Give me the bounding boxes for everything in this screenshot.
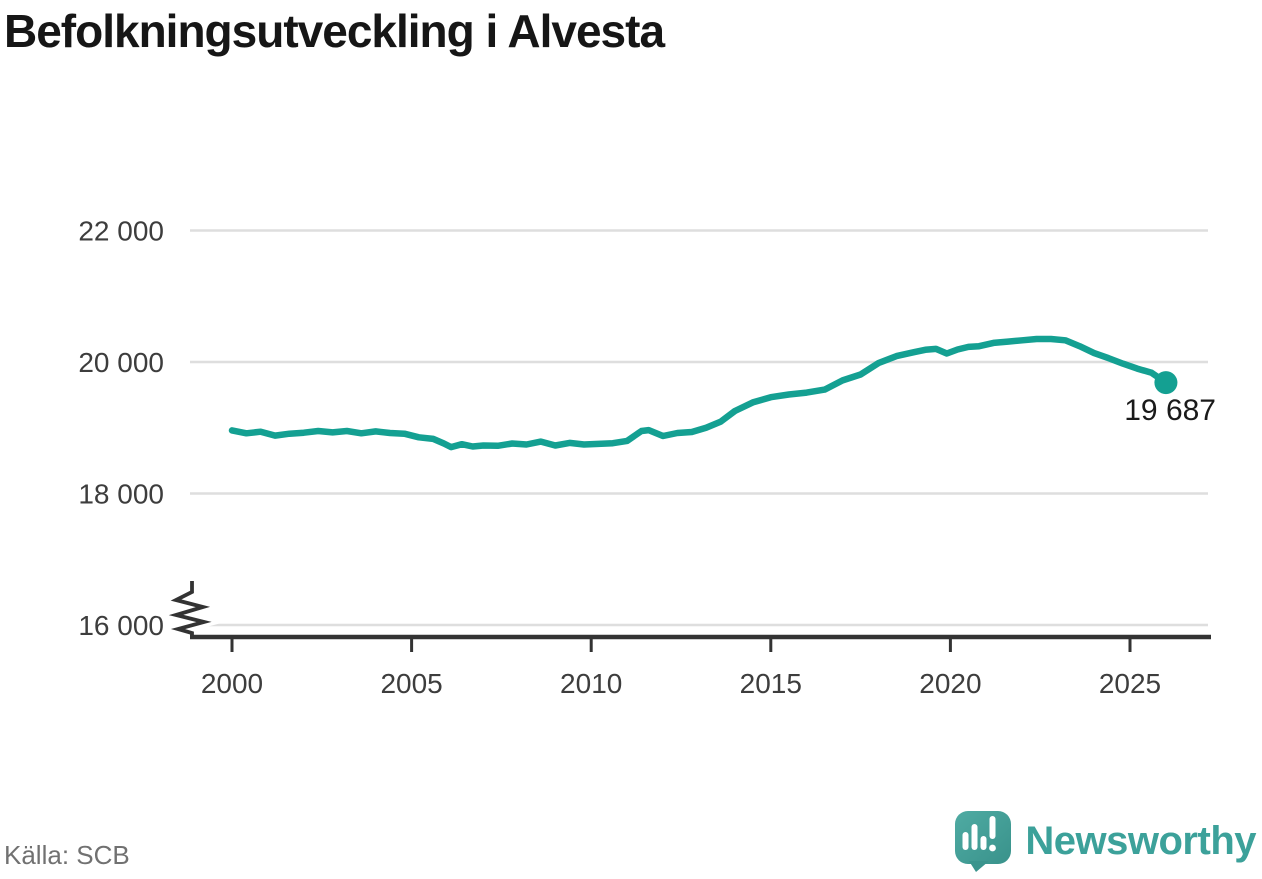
x-tick-label: 2005: [380, 668, 442, 699]
series-layer: [228, 335, 1178, 451]
brand-name: Newsworthy: [1025, 818, 1256, 863]
latest-value-label: 19 687: [1124, 394, 1216, 427]
x-tick-label: 2010: [560, 668, 622, 699]
y-tick-label: 18 000: [78, 479, 164, 510]
chart-title: Befolkningsutveckling i Alvesta: [4, 5, 665, 57]
x-tick-label: 2020: [919, 668, 981, 699]
latest-point-marker: [1154, 371, 1178, 395]
y-tick-label: 20 000: [78, 347, 164, 378]
y-tick-label: 16 000: [78, 610, 164, 641]
bar-chart-glyph: [962, 824, 987, 850]
axis-layer: 2000 2005 2010 2015 2020 2025: [155, 581, 1211, 699]
speech-bubble-tail: [969, 861, 990, 872]
axis-break-icon: [168, 581, 212, 638]
gridlines-layer: 22 000 20 000 18 000 16 000: [78, 216, 1208, 641]
x-tick-label: 2015: [740, 668, 802, 699]
population-line: [228, 335, 1170, 451]
source-note: Källa: SCB: [4, 840, 130, 870]
x-tick-label: 2025: [1099, 668, 1161, 699]
x-tick-label: 2000: [201, 668, 263, 699]
population-line-chart: 22 000 20 000 18 000 16 000 2000 2005 2010 201…: [78, 216, 1216, 700]
exclamation-glyph: [989, 816, 997, 852]
y-tick-label: 22 000: [78, 216, 164, 247]
newsworthy-icon: [955, 811, 1012, 872]
newsworthy-logo: Newsworthy: [954, 809, 1256, 873]
